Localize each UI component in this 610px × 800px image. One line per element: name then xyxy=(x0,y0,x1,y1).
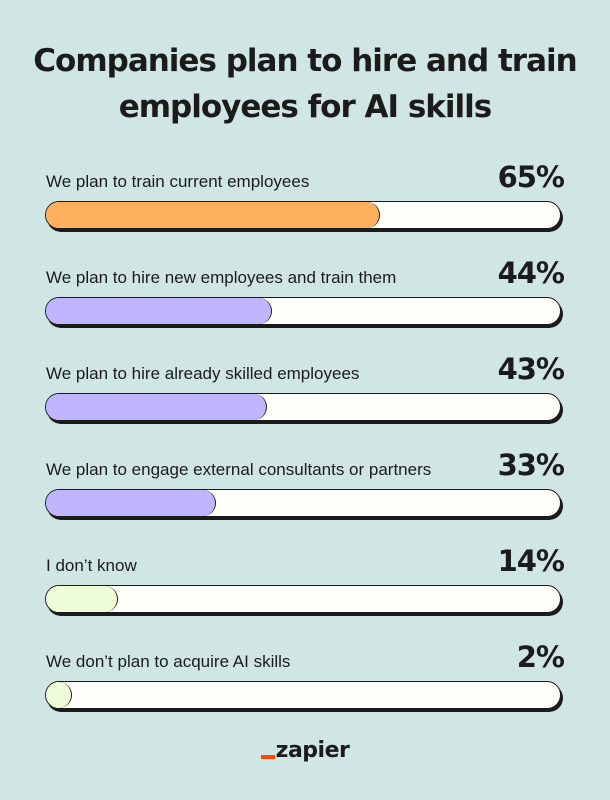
bar-label: We don’t plan to acquire AI skills xyxy=(46,652,291,671)
chart-title: Companies plan to hire and train employe… xyxy=(33,43,577,125)
bar-value-label: 2% xyxy=(516,640,565,674)
zapier-logo: zapier xyxy=(0,738,610,763)
bar-fill xyxy=(46,586,118,612)
bar-fill xyxy=(46,298,273,324)
bar-track xyxy=(45,393,561,421)
bar-list: We plan to train current employees 65% We … xyxy=(45,160,566,736)
bar-track xyxy=(45,585,561,613)
bar-row: I don’t know 14% xyxy=(45,544,566,640)
bar-fill xyxy=(46,490,216,516)
bar-row: We plan to train current employees 65% xyxy=(45,160,566,256)
bar-label: We plan to train current employees xyxy=(46,172,310,191)
bar-label: We plan to hire already skilled employee… xyxy=(46,364,360,383)
bar-track xyxy=(45,297,561,325)
logo-underscore-icon xyxy=(260,755,275,759)
bar-fill xyxy=(46,202,381,228)
logo-text: zapier xyxy=(275,738,350,763)
bar-track xyxy=(45,201,561,229)
bar-track xyxy=(45,681,561,709)
bar-fill xyxy=(46,394,268,420)
bar-row: We plan to hire already skilled employee… xyxy=(45,352,566,448)
bar-track xyxy=(45,489,561,517)
bar-value-label: 43% xyxy=(497,352,565,386)
bar-label: We plan to engage external consultants o… xyxy=(46,460,432,479)
bar-row: We don’t plan to acquire AI skills 2% xyxy=(45,640,566,736)
bar-row: We plan to hire new employees and train … xyxy=(45,256,566,352)
bar-value-label: 33% xyxy=(497,448,565,482)
bar-value-label: 65% xyxy=(497,160,565,194)
bar-label: We plan to hire new employees and train … xyxy=(46,268,397,287)
bar-row: We plan to engage external consultants o… xyxy=(45,448,566,544)
bar-fill xyxy=(46,682,72,708)
bar-value-label: 44% xyxy=(497,256,565,290)
bar-label: I don’t know xyxy=(46,556,137,575)
bar-value-label: 14% xyxy=(497,544,565,578)
